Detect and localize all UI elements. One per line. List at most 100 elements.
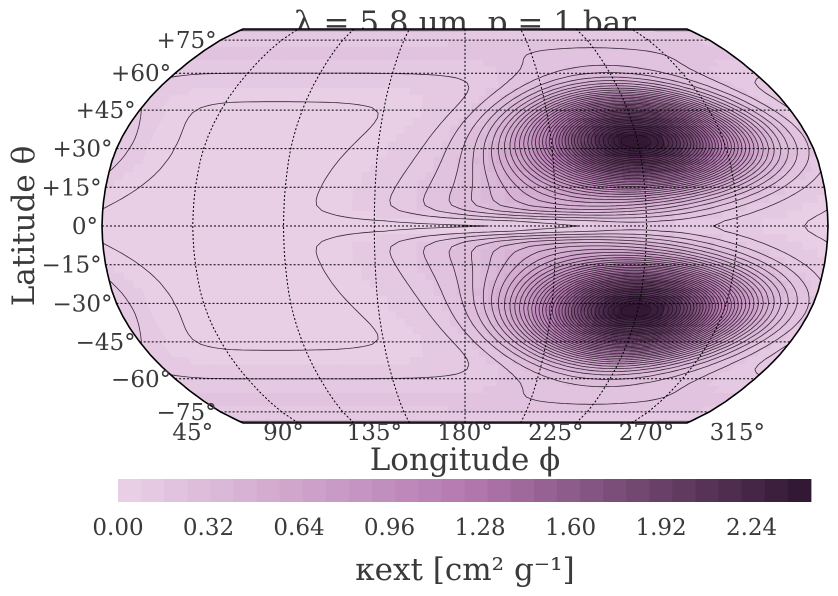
field-cell <box>295 248 306 258</box>
field-cell <box>259 279 269 289</box>
field-cell <box>746 218 756 227</box>
field-cell <box>430 80 439 88</box>
field-cell <box>336 256 346 266</box>
field-cell <box>425 303 435 312</box>
field-cell <box>327 202 337 211</box>
field-cell <box>109 225 119 234</box>
field-cell <box>167 248 177 258</box>
field-cell <box>351 218 361 227</box>
field-cell <box>762 233 772 242</box>
field-cell <box>432 66 441 74</box>
field-cell <box>239 194 250 204</box>
field-cell <box>445 385 454 393</box>
field-cell <box>238 225 248 234</box>
field-cell <box>425 279 434 289</box>
field-cell <box>127 248 137 258</box>
field-cell <box>192 187 202 196</box>
field-cell <box>480 156 489 165</box>
field-cell <box>408 218 417 227</box>
field-cell <box>209 264 219 273</box>
field-cell <box>384 248 394 258</box>
field-cell <box>722 233 732 242</box>
field-cell <box>359 202 369 211</box>
field-cell <box>769 194 779 204</box>
field-cell <box>142 210 152 219</box>
field-cell <box>395 132 405 142</box>
field-cell <box>303 202 313 211</box>
field-cell <box>451 378 460 387</box>
field-cell <box>585 218 595 227</box>
field-cell <box>425 295 435 304</box>
field-cell <box>457 318 466 327</box>
field-cell <box>458 59 466 67</box>
field-cell <box>480 194 490 204</box>
field-cell <box>230 225 240 234</box>
field-cell <box>435 102 445 111</box>
field-cell <box>243 279 254 289</box>
field-cell <box>464 392 472 400</box>
field-cell <box>417 279 427 289</box>
field-cell <box>527 163 537 173</box>
field-cell <box>556 303 567 312</box>
field-cell <box>417 295 427 304</box>
field-cell <box>443 94 452 103</box>
field-cell <box>370 148 381 157</box>
field-cell <box>472 117 481 126</box>
field-cell <box>447 46 455 54</box>
field-cell <box>247 233 257 242</box>
field-cell <box>303 194 314 204</box>
field-cell <box>323 156 333 165</box>
field-cell <box>249 179 259 188</box>
field-cell <box>447 398 455 406</box>
field-cell <box>271 194 282 204</box>
field-cell <box>520 194 530 204</box>
field-cell <box>287 210 297 219</box>
field-cell <box>345 272 355 281</box>
field-cell <box>367 210 377 219</box>
field-cell <box>210 171 221 180</box>
field-cell <box>504 218 514 227</box>
field-cell <box>266 163 277 173</box>
field-cell <box>487 295 497 304</box>
field-cell <box>231 248 242 258</box>
field-cell <box>166 233 176 242</box>
field-cell <box>458 385 466 393</box>
field-cell <box>810 202 820 211</box>
field-cell <box>352 256 362 266</box>
field-cell <box>417 80 426 88</box>
field-cell <box>617 241 627 250</box>
field-cell <box>464 272 474 281</box>
field-cell <box>410 140 420 149</box>
field-cell <box>424 248 434 258</box>
field-cell <box>422 94 431 103</box>
field-cell <box>422 87 432 96</box>
field-cell <box>786 233 796 242</box>
field-cell <box>478 356 487 365</box>
field-cell <box>299 156 310 165</box>
field-cell <box>471 349 480 358</box>
field-cell <box>784 187 794 196</box>
field-cell <box>412 326 422 335</box>
field-cell <box>193 264 204 273</box>
field-cell <box>794 202 804 211</box>
field-cell <box>792 256 802 266</box>
field-cell <box>439 385 448 393</box>
field-cell <box>143 248 153 258</box>
field-cell <box>483 66 492 74</box>
field-cell <box>313 272 324 281</box>
field-cell <box>343 202 353 211</box>
field-cell <box>458 46 466 54</box>
field-cell <box>544 202 554 211</box>
field-cell <box>458 52 466 60</box>
field-cell <box>419 318 429 327</box>
field-cell <box>432 264 442 273</box>
field-cell <box>190 202 201 211</box>
field-cell <box>322 279 332 289</box>
field-cell <box>308 295 319 304</box>
field-cell <box>295 210 305 219</box>
field-cell <box>223 248 233 258</box>
field-cell <box>393 163 403 173</box>
field-cell <box>464 179 474 188</box>
field-cell <box>125 218 135 227</box>
field-cell <box>355 295 365 304</box>
